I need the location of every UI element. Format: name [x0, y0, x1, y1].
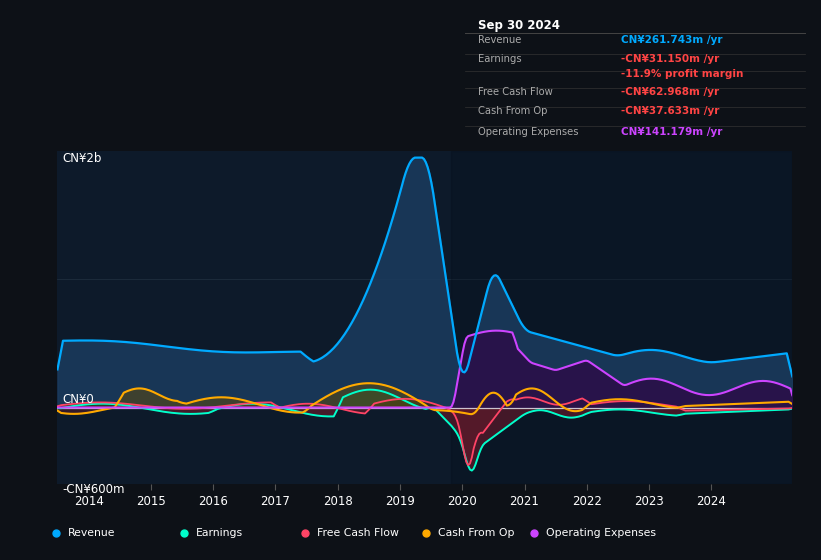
Text: CN¥261.743m /yr: CN¥261.743m /yr — [621, 35, 723, 45]
Text: Operating Expenses: Operating Expenses — [546, 528, 656, 538]
Text: -11.9% profit margin: -11.9% profit margin — [621, 69, 744, 80]
Text: Revenue: Revenue — [479, 35, 521, 45]
Text: CN¥141.179m /yr: CN¥141.179m /yr — [621, 127, 722, 137]
Text: Operating Expenses: Operating Expenses — [479, 127, 579, 137]
Text: CN¥2b: CN¥2b — [62, 152, 102, 166]
Text: Sep 30 2024: Sep 30 2024 — [479, 19, 560, 32]
Text: Earnings: Earnings — [196, 528, 243, 538]
Text: -CN¥600m: -CN¥600m — [62, 483, 125, 496]
Text: Revenue: Revenue — [68, 528, 116, 538]
Text: Free Cash Flow: Free Cash Flow — [479, 87, 553, 97]
Text: Free Cash Flow: Free Cash Flow — [317, 528, 399, 538]
Text: Earnings: Earnings — [479, 54, 522, 64]
Text: Cash From Op: Cash From Op — [438, 528, 515, 538]
Text: -CN¥31.150m /yr: -CN¥31.150m /yr — [621, 54, 720, 64]
Text: Cash From Op: Cash From Op — [479, 106, 548, 116]
Bar — [451, 151, 792, 484]
Text: -CN¥62.968m /yr: -CN¥62.968m /yr — [621, 87, 719, 97]
Text: -CN¥37.633m /yr: -CN¥37.633m /yr — [621, 106, 720, 116]
Text: CN¥0: CN¥0 — [62, 394, 94, 407]
